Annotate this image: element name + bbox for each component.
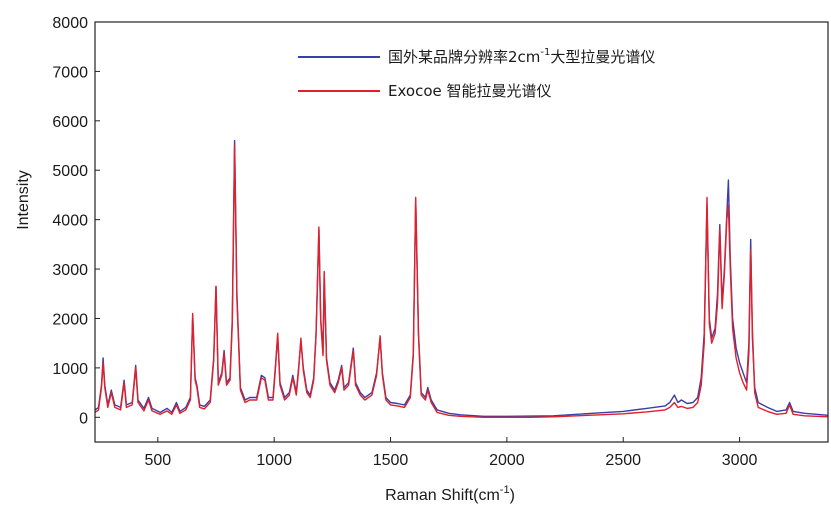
y-tick-label: 1000	[52, 361, 88, 378]
x-axis-title-superscript: -1	[500, 484, 510, 496]
y-tick-label: 3000	[52, 262, 88, 279]
x-tick-label: 2000	[489, 452, 525, 469]
y-tick-label: 0	[79, 410, 88, 427]
y-tick-label: 8000	[52, 15, 88, 32]
series-line-2	[94, 144, 829, 418]
legend-label-series-1: 国外某品牌分辨率2cm-1大型拉曼光谱仪	[388, 47, 655, 66]
plot-area-frame	[94, 21, 829, 443]
y-tick-label: 2000	[52, 311, 88, 328]
y-axis-title: Intensity	[15, 170, 32, 230]
legend: 国外某品牌分辨率2cm-1大型拉曼光谱仪 Exocoe 智能拉曼光谱仪	[298, 47, 655, 100]
x-axis: 500 1000 1500 2000 2500 3000	[144, 437, 757, 469]
x-axis-title-main: Raman Shift(cm	[385, 487, 500, 504]
legend-label-series-1-suffix: 大型拉曼光谱仪	[550, 48, 655, 66]
y-axis: 0 1000 2000 3000 4000 5000 6000 7000 8000	[52, 15, 100, 427]
x-axis-title-suffix: )	[510, 487, 515, 504]
series-layer	[94, 139, 829, 418]
legend-label-series-2: Exocoe 智能拉曼光谱仪	[388, 82, 552, 100]
x-tick-label: 500	[144, 452, 171, 469]
legend-label-series-1-superscript: -1	[540, 47, 550, 58]
y-tick-label: 5000	[52, 163, 88, 180]
x-tick-label: 2500	[605, 452, 641, 469]
x-tick-label: 1000	[256, 452, 292, 469]
y-tick-label: 4000	[52, 213, 88, 230]
x-tick-label: 3000	[722, 452, 758, 469]
y-tick-label: 6000	[52, 114, 88, 131]
legend-label-series-1-main: 国外某品牌分辨率2cm	[388, 48, 540, 66]
x-tick-label: 1500	[373, 452, 409, 469]
y-tick-label: 7000	[52, 64, 88, 81]
x-axis-title: Raman Shift(cm-1)	[385, 484, 515, 504]
